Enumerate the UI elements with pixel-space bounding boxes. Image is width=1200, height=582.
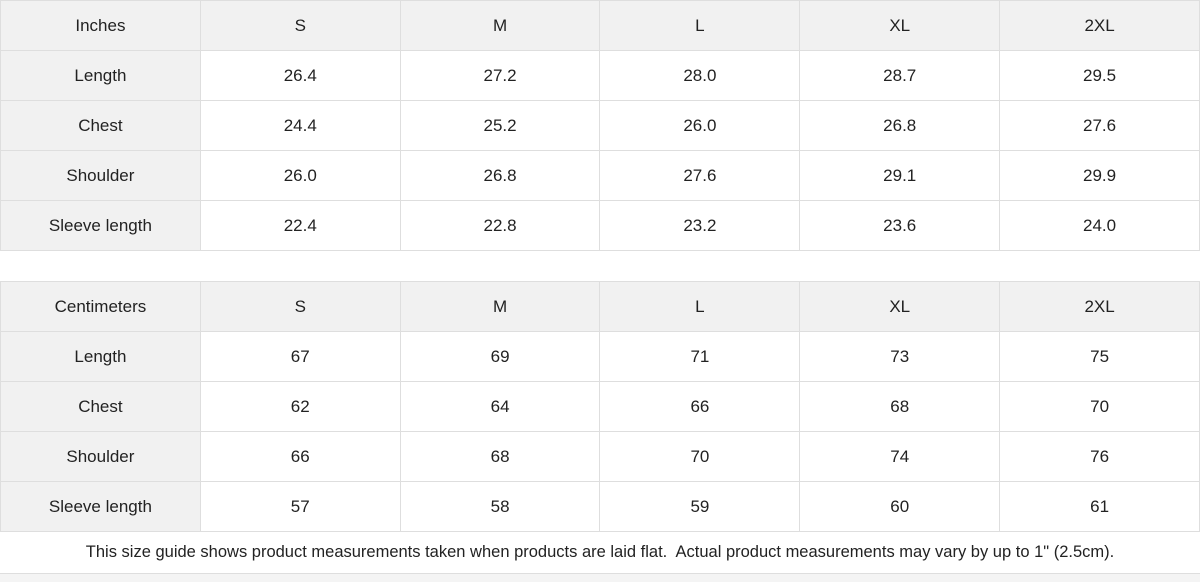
table-header-row: Centimeters S M L XL 2XL <box>0 281 1200 332</box>
table-row: Sleeve length 57 58 59 60 61 <box>0 481 1200 532</box>
measurement-label: Length <box>0 50 201 101</box>
measurement-value: 71 <box>599 331 801 382</box>
measurement-value: 70 <box>599 431 801 482</box>
measurement-value: 22.4 <box>199 200 401 251</box>
table-row: Sleeve length 22.4 22.8 23.2 23.6 24.0 <box>0 200 1200 251</box>
measurement-value: 58 <box>399 481 601 532</box>
measurement-value: 74 <box>799 431 1001 482</box>
size-column-header: S <box>199 0 401 51</box>
size-column-header: L <box>599 0 801 51</box>
size-column-header: 2XL <box>999 0 1200 51</box>
measurement-value: 68 <box>399 431 601 482</box>
unit-header-cell: Centimeters <box>0 281 201 332</box>
measurement-value: 67 <box>199 331 401 382</box>
measurement-value: 59 <box>599 481 801 532</box>
table-row: Chest 62 64 66 68 70 <box>0 381 1200 432</box>
measurement-value: 23.6 <box>799 200 1001 251</box>
measurement-value: 70 <box>999 381 1200 432</box>
measurement-label: Chest <box>0 100 201 151</box>
measurement-value: 76 <box>999 431 1200 482</box>
size-column-header: M <box>399 0 601 51</box>
measurement-value: 68 <box>799 381 1001 432</box>
table-row: Shoulder 26.0 26.8 27.6 29.1 29.9 <box>0 150 1200 201</box>
measurement-value: 64 <box>399 381 601 432</box>
size-column-header: XL <box>799 281 1001 332</box>
size-column-header: XL <box>799 0 1001 51</box>
unit-header-cell: Inches <box>0 0 201 51</box>
measurement-value: 26.0 <box>199 150 401 201</box>
table-row: Length 67 69 71 73 75 <box>0 331 1200 382</box>
measurement-value: 66 <box>599 381 801 432</box>
measurement-value: 27.2 <box>399 50 601 101</box>
measurement-value: 28.0 <box>599 50 801 101</box>
measurement-value: 57 <box>199 481 401 532</box>
measurement-value: 25.2 <box>399 100 601 151</box>
measurement-value: 26.4 <box>199 50 401 101</box>
measurement-value: 61 <box>999 481 1200 532</box>
measurement-label: Shoulder <box>0 150 201 201</box>
table-row: Length 26.4 27.2 28.0 28.7 29.5 <box>0 50 1200 101</box>
size-guide-footnote: This size guide shows product measuremen… <box>0 532 1200 574</box>
size-column-header: L <box>599 281 801 332</box>
centimeters-size-table: Centimeters S M L XL 2XL Length 67 69 71… <box>0 281 1200 532</box>
bottom-strip <box>0 574 1200 582</box>
measurement-label: Sleeve length <box>0 481 201 532</box>
measurement-value: 75 <box>999 331 1200 382</box>
measurement-value: 60 <box>799 481 1001 532</box>
measurement-value: 29.5 <box>999 50 1200 101</box>
measurement-value: 24.4 <box>199 100 401 151</box>
measurement-label: Shoulder <box>0 431 201 482</box>
measurement-value: 66 <box>199 431 401 482</box>
size-column-header: 2XL <box>999 281 1200 332</box>
measurement-value: 27.6 <box>999 100 1200 151</box>
measurement-value: 22.8 <box>399 200 601 251</box>
inches-size-table: Inches S M L XL 2XL Length 26.4 27.2 28.… <box>0 0 1200 251</box>
measurement-value: 23.2 <box>599 200 801 251</box>
measurement-value: 26.0 <box>599 100 801 151</box>
measurement-value: 73 <box>799 331 1001 382</box>
measurement-label: Sleeve length <box>0 200 201 251</box>
size-column-header: S <box>199 281 401 332</box>
measurement-value: 24.0 <box>999 200 1200 251</box>
measurement-label: Chest <box>0 381 201 432</box>
size-column-header: M <box>399 281 601 332</box>
table-spacer <box>0 251 1200 281</box>
measurement-value: 27.6 <box>599 150 801 201</box>
measurement-value: 28.7 <box>799 50 1001 101</box>
measurement-value: 29.9 <box>999 150 1200 201</box>
measurement-value: 26.8 <box>799 100 1001 151</box>
measurement-value: 29.1 <box>799 150 1001 201</box>
measurement-value: 26.8 <box>399 150 601 201</box>
measurement-label: Length <box>0 331 201 382</box>
table-header-row: Inches S M L XL 2XL <box>0 0 1200 51</box>
table-row: Shoulder 66 68 70 74 76 <box>0 431 1200 482</box>
measurement-value: 62 <box>199 381 401 432</box>
table-row: Chest 24.4 25.2 26.0 26.8 27.6 <box>0 100 1200 151</box>
measurement-value: 69 <box>399 331 601 382</box>
